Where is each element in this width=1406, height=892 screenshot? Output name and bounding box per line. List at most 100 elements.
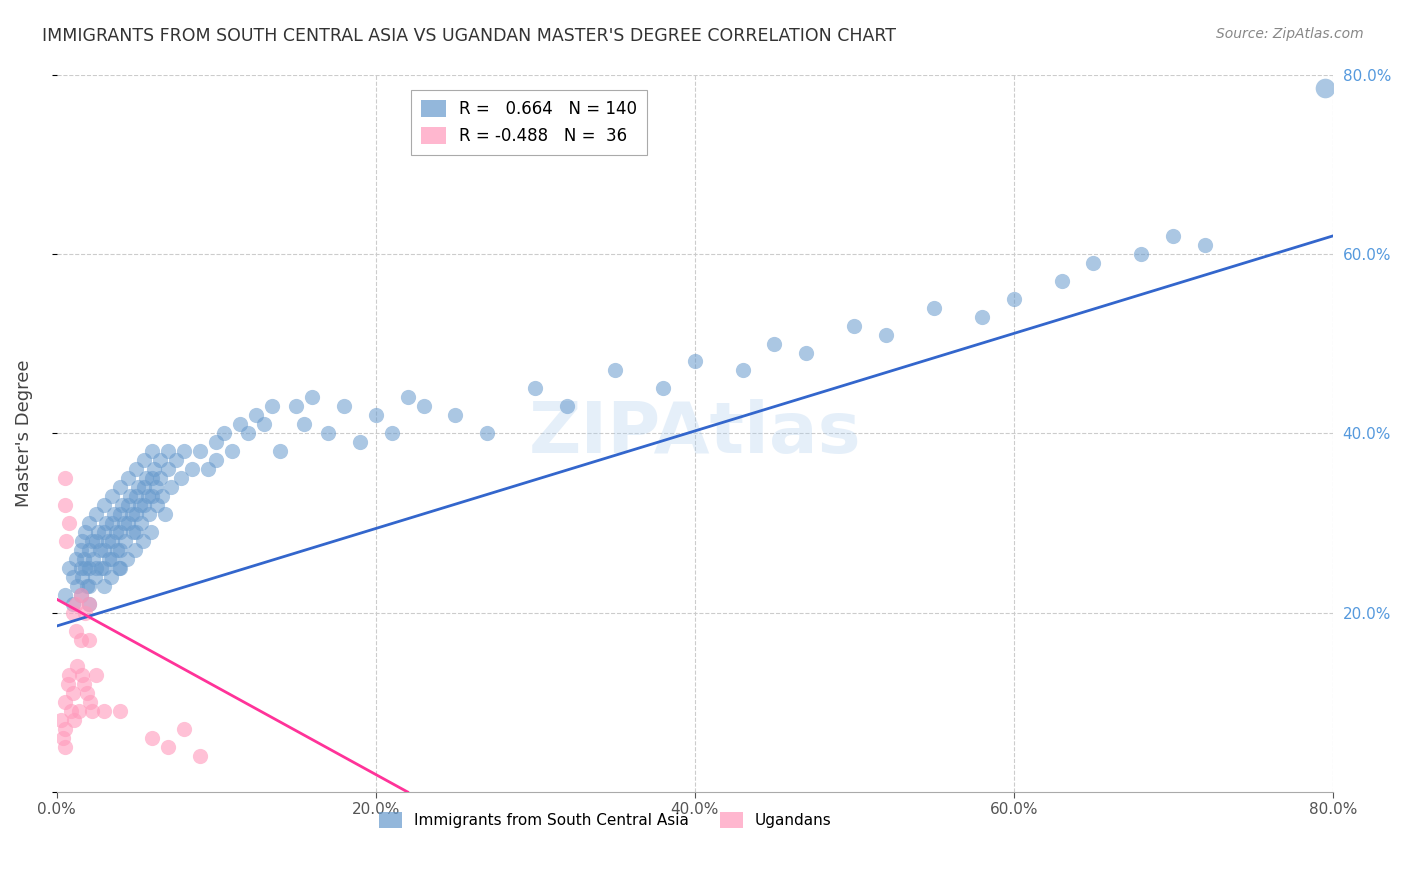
Point xyxy=(115,551,138,566)
Text: Source: ZipAtlas.com: Source: ZipAtlas.com xyxy=(1216,27,1364,41)
Point xyxy=(75,606,97,620)
Point xyxy=(53,588,76,602)
Point xyxy=(66,579,89,593)
Point xyxy=(104,524,127,539)
Point xyxy=(125,462,148,476)
Point xyxy=(70,533,93,548)
Point xyxy=(160,480,183,494)
Point xyxy=(100,570,122,584)
Point xyxy=(93,704,115,718)
Point xyxy=(65,597,87,611)
Point xyxy=(69,588,91,602)
Point xyxy=(212,426,235,441)
Point xyxy=(77,579,100,593)
Point xyxy=(141,489,163,503)
Point xyxy=(284,400,307,414)
Point xyxy=(125,507,148,521)
Point xyxy=(101,533,124,548)
Point xyxy=(77,597,100,611)
Point xyxy=(52,731,75,746)
Point xyxy=(110,542,132,557)
Point xyxy=(125,489,148,503)
Point xyxy=(188,749,211,764)
Point xyxy=(110,524,132,539)
Point xyxy=(86,533,108,548)
Legend: Immigrants from South Central Asia, Ugandans: Immigrants from South Central Asia, Ugan… xyxy=(373,806,838,835)
Point xyxy=(101,551,124,566)
Point xyxy=(53,471,76,485)
Point xyxy=(136,489,159,503)
Point xyxy=(77,542,100,557)
Point xyxy=(763,336,786,351)
Point xyxy=(101,516,124,530)
Point xyxy=(844,318,866,333)
Point xyxy=(477,426,499,441)
Point xyxy=(110,480,132,494)
Point xyxy=(1002,292,1025,306)
Point xyxy=(683,354,706,368)
Point xyxy=(86,561,108,575)
Point xyxy=(86,507,108,521)
Point xyxy=(58,561,80,575)
Point xyxy=(65,624,87,638)
Point xyxy=(1161,229,1184,244)
Point xyxy=(82,551,104,566)
Point xyxy=(66,659,89,673)
Point xyxy=(75,524,97,539)
Point xyxy=(77,597,100,611)
Point xyxy=(125,524,148,539)
Point xyxy=(77,516,100,530)
Point xyxy=(149,453,172,467)
Point xyxy=(77,632,100,647)
Point xyxy=(165,453,187,467)
Point xyxy=(80,533,103,548)
Point xyxy=(134,453,156,467)
Point xyxy=(69,561,91,575)
Point xyxy=(58,668,80,682)
Point xyxy=(146,498,169,512)
Point xyxy=(87,524,110,539)
Point xyxy=(922,301,945,315)
Point xyxy=(141,444,163,458)
Point xyxy=(269,444,291,458)
Point xyxy=(117,498,139,512)
Point xyxy=(128,498,150,512)
Point xyxy=(134,498,156,512)
Point xyxy=(86,668,108,682)
Point xyxy=(132,533,155,548)
Point xyxy=(364,409,387,423)
Point xyxy=(67,704,90,718)
Point xyxy=(796,345,818,359)
Point xyxy=(76,579,98,593)
Point xyxy=(129,516,152,530)
Point xyxy=(301,390,323,404)
Point xyxy=(127,480,149,494)
Point xyxy=(205,435,228,450)
Point xyxy=(121,507,143,521)
Point xyxy=(142,462,165,476)
Point xyxy=(1083,256,1105,270)
Point xyxy=(69,632,91,647)
Point xyxy=(150,489,173,503)
Point xyxy=(58,516,80,530)
Point xyxy=(53,722,76,736)
Point xyxy=(138,507,160,521)
Point xyxy=(118,489,141,503)
Point xyxy=(83,570,105,584)
Point xyxy=(124,542,146,557)
Point xyxy=(93,542,115,557)
Point xyxy=(1130,247,1153,261)
Point xyxy=(145,480,167,494)
Point xyxy=(1050,274,1073,288)
Point xyxy=(80,704,103,718)
Point xyxy=(141,731,163,746)
Point xyxy=(76,686,98,700)
Point xyxy=(73,677,96,691)
Point xyxy=(94,516,117,530)
Point xyxy=(139,524,162,539)
Point xyxy=(93,498,115,512)
Point xyxy=(77,561,100,575)
Point xyxy=(59,704,82,718)
Point xyxy=(62,606,84,620)
Point xyxy=(188,444,211,458)
